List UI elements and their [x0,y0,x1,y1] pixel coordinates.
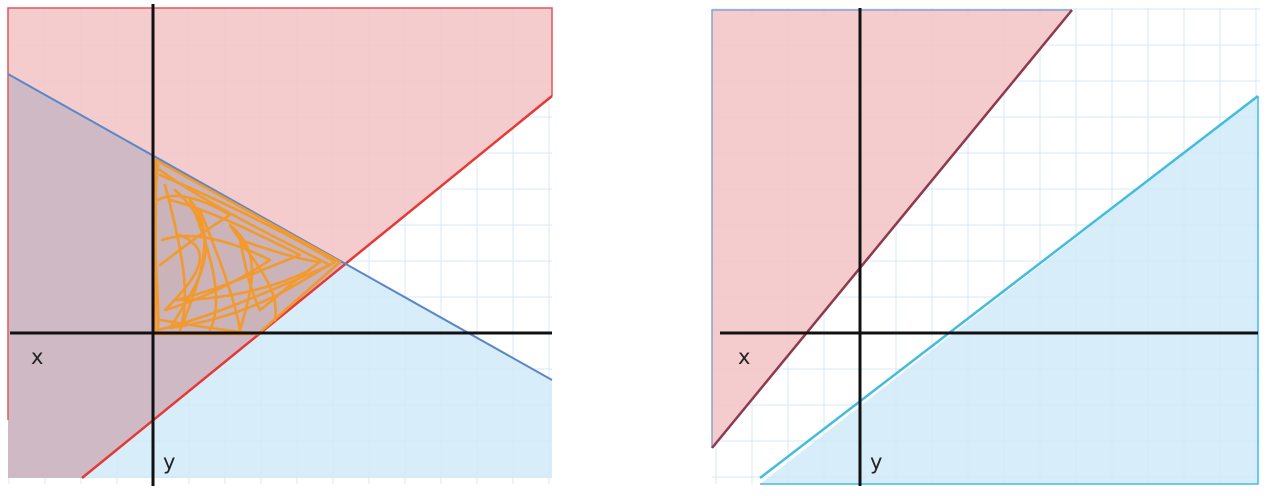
left-x-axis-label: x [31,345,43,369]
right-blue-border [760,96,1259,485]
right-red-border [711,9,1072,448]
right-cyan-line [759,95,1259,479]
left-red-line [81,95,553,479]
left-blue-line [7,73,553,381]
left-graph: x y [7,4,553,486]
feasible-scribble [153,158,342,336]
right-y-axis-label: y [870,450,882,474]
left-red-border [7,7,553,420]
right-red-line [711,9,1073,449]
left-y-axis-label: y [163,450,175,474]
right-graph: x y [711,8,1260,486]
right-x-axis-label: x [738,345,750,369]
